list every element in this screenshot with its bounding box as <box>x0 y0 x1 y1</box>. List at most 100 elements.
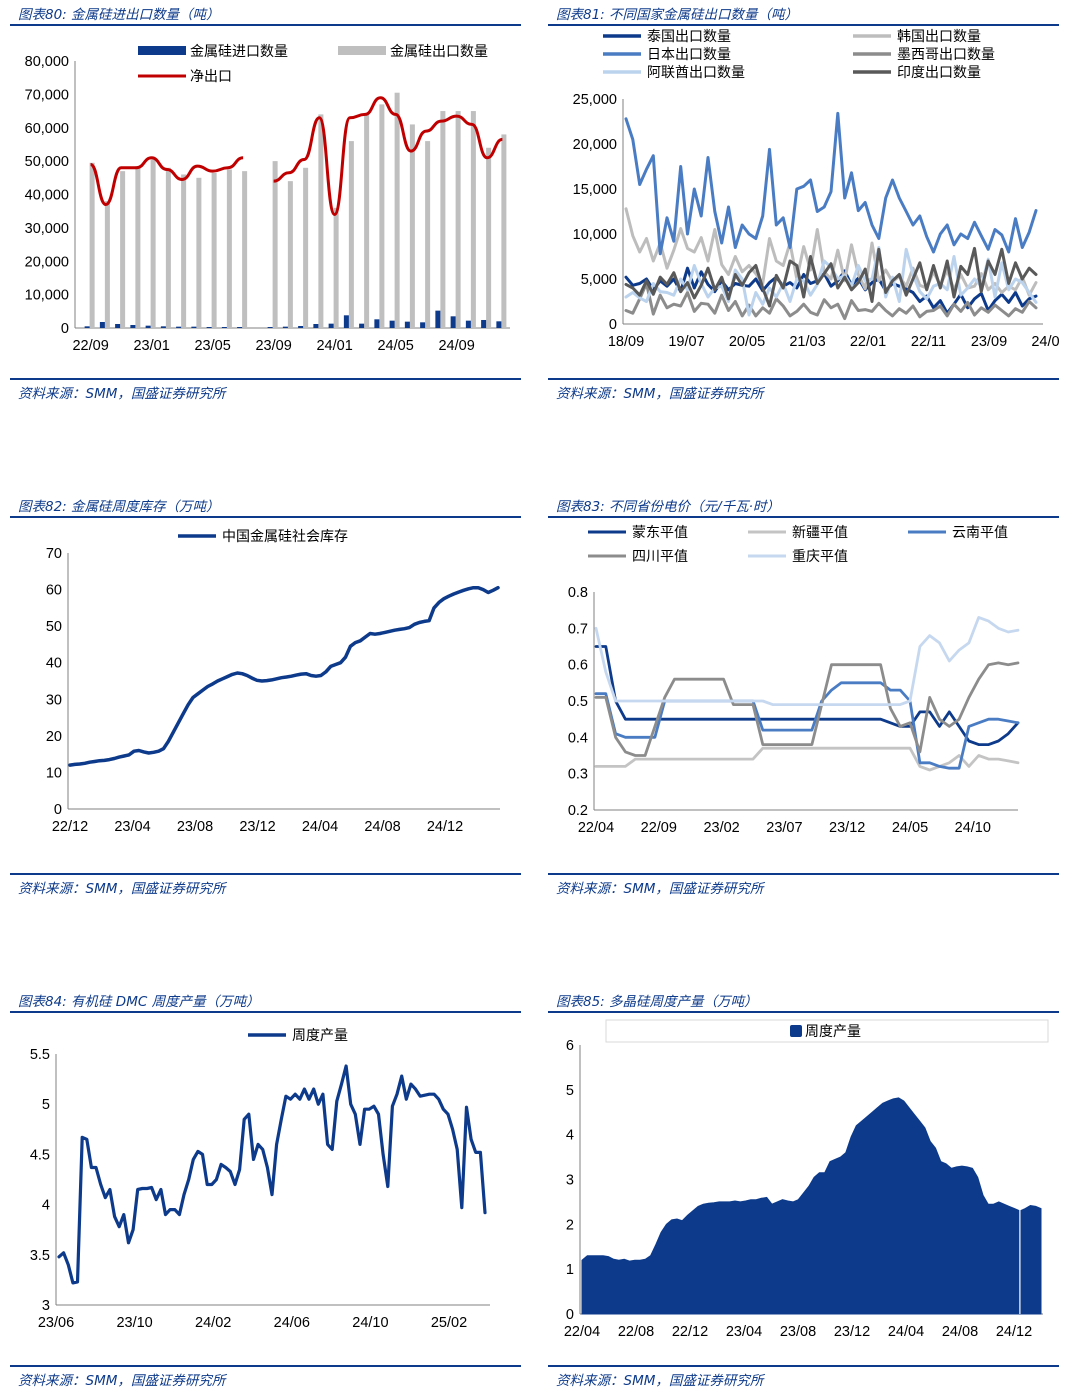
import-bar <box>450 316 456 328</box>
export-bar <box>211 172 217 328</box>
x-tick-label: 24/12 <box>427 819 463 835</box>
legend-label: 阿联酋出口数量 <box>647 64 745 81</box>
legend-label: 周度产量 <box>805 1024 861 1040</box>
import-bar <box>145 325 151 328</box>
inventory-line <box>68 585 500 767</box>
y-tick-label: 0.5 <box>568 694 588 710</box>
import-bar <box>206 326 212 328</box>
y-tick-label: 0 <box>609 317 617 333</box>
x-tick-label: 24/10 <box>955 820 991 836</box>
y-tick-label: 5 <box>42 1097 50 1113</box>
chart-80-svg: 0 10,000 20,000 30,000 40,000 50,000 60,000 70,… <box>25 44 510 354</box>
export-bar <box>486 147 492 328</box>
chart-title: 图表81: 不同国家金属硅出口数量（吨） <box>556 7 799 23</box>
y-tick-label: 10,000 <box>573 227 617 243</box>
y-tick-label: 80,000 <box>25 54 69 70</box>
legend-label: 中国金属硅社会库存 <box>222 529 348 545</box>
x-tick-label: 24/08 <box>364 819 400 835</box>
legend-label: 四川平值 <box>632 549 688 565</box>
export-bar <box>196 177 202 328</box>
chart-panel-83: 图表83: 不同省份电价（元/千瓦·时） 0.2 0.3 0.4 0.5 0.6 0.7 0… <box>548 492 1059 897</box>
import-bar <box>176 326 182 328</box>
legend-label: 新疆平值 <box>792 525 848 541</box>
x-tick-label: 23/08 <box>780 1324 816 1340</box>
series-line <box>594 616 1020 706</box>
legend-label: 蒙东平值 <box>632 525 688 541</box>
source-rule <box>10 378 521 380</box>
chart-title: 图表82: 金属硅周度库存（万吨） <box>18 499 220 515</box>
x-tick-label: 23/08 <box>177 819 213 835</box>
y-tick-label: 70,000 <box>25 87 69 103</box>
x-tick-label: 23/02 <box>703 820 739 836</box>
y-tick-label: 50 <box>46 619 62 635</box>
y-tick-label: 0.8 <box>568 585 588 601</box>
export-bar <box>440 111 446 328</box>
export-bar <box>165 167 171 328</box>
export-bar <box>135 166 141 328</box>
y-tick-label: 1 <box>566 1262 574 1278</box>
import-bar <box>343 315 349 328</box>
legend-label: 金属硅进口数量 <box>190 44 288 60</box>
chart-82-svg: 0 10 20 30 40 50 60 70 22/12 23/04 23/08 23/12 24/04… <box>46 529 500 835</box>
dmc-output-line <box>57 1064 487 1285</box>
import-bar <box>374 319 380 328</box>
x-tick-label: 23/04 <box>726 1324 762 1340</box>
chart-83-svg: 0.2 0.3 0.4 0.5 0.6 0.7 0.8 22/04 22/09 23/02 23/0… <box>568 525 1020 836</box>
source-note: 资料来源：SMM，国盛证券研究所 <box>18 881 226 897</box>
title-rule <box>10 516 521 518</box>
title-rule <box>10 24 521 26</box>
export-bar <box>318 114 324 329</box>
export-bar <box>425 141 431 328</box>
source-note: 资料来源：SMM，国盛证券研究所 <box>556 386 764 402</box>
x-tick-label: 22/08 <box>618 1324 654 1340</box>
import-bar <box>267 326 273 328</box>
legend-label: 周度产量 <box>292 1028 348 1044</box>
export-bar <box>409 124 415 328</box>
export-bar <box>120 171 126 328</box>
x-tick-label: 22/09 <box>72 338 108 354</box>
export-bar <box>89 162 95 328</box>
y-tick-label: 50,000 <box>25 154 69 170</box>
import-bar <box>221 326 227 328</box>
y-tick-label: 15,000 <box>573 182 617 198</box>
import-bar <box>115 323 121 328</box>
import-bar <box>404 321 410 328</box>
import-bar <box>420 322 426 328</box>
y-tick-label: 0 <box>54 802 62 818</box>
x-tick-label: 23/01 <box>133 338 169 354</box>
legend-label: 净出口 <box>190 69 232 85</box>
title-rule <box>10 1011 521 1013</box>
y-tick-label: 4 <box>42 1198 50 1214</box>
legend-swatch <box>338 46 386 55</box>
legend-label: 日本出口数量 <box>647 47 731 63</box>
source-rule <box>548 873 1059 875</box>
y-tick-label: 0.6 <box>568 658 588 674</box>
chart-title: 图表84: 有机硅 DMC 周度产量（万吨） <box>18 994 260 1010</box>
x-tick-label: 20/05 <box>729 334 765 350</box>
x-tick-label: 22/04 <box>578 820 614 836</box>
y-tick-label: 70 <box>46 546 62 562</box>
x-tick-label: 24/09 <box>438 338 474 354</box>
y-tick-label: 2 <box>566 1217 574 1233</box>
y-tick-label: 30,000 <box>25 221 69 237</box>
export-bar <box>333 207 339 328</box>
x-tick-label: 24/10 <box>352 1315 388 1331</box>
import-bar <box>298 325 304 328</box>
chart-81-svg: 0 5,000 10,000 15,000 20,000 25,000 18/09 19/07… <box>573 29 1059 350</box>
y-tick-label: 10 <box>46 765 62 781</box>
source-rule <box>548 1365 1059 1367</box>
export-bar <box>394 92 400 328</box>
legend-swatch <box>138 46 186 55</box>
series-line <box>594 681 1020 770</box>
y-tick-label: 3 <box>42 1298 50 1314</box>
title-rule <box>548 24 1059 26</box>
x-tick-label: 23/10 <box>116 1315 152 1331</box>
y-tick-label: 0.7 <box>568 621 588 637</box>
source-note: 资料来源：SMM，国盛证券研究所 <box>18 1373 226 1389</box>
source-rule <box>548 378 1059 380</box>
source-rule <box>10 873 521 875</box>
y-tick-label: 3 <box>566 1173 574 1189</box>
y-tick-label: 3.5 <box>30 1248 50 1264</box>
export-bar <box>455 111 461 328</box>
legend-label: 云南平值 <box>952 525 1008 541</box>
